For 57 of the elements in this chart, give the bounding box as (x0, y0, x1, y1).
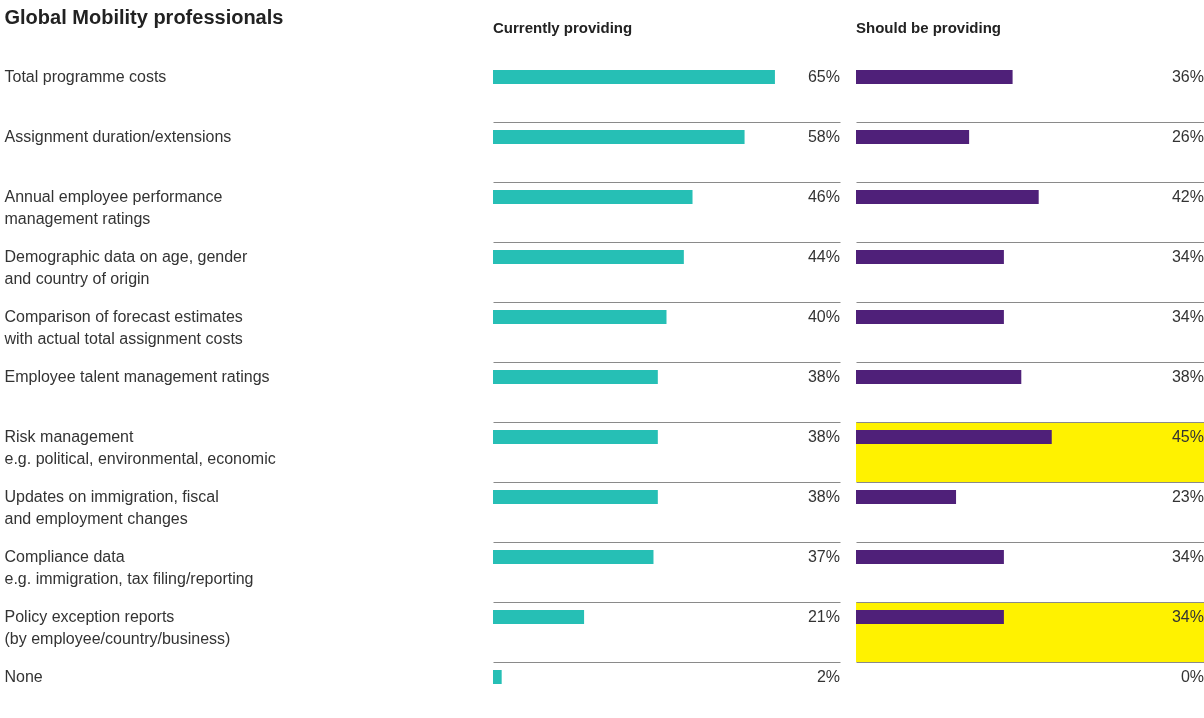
y-tick-label: Employee talent management ratings (4, 368, 270, 385)
bar (856, 550, 1004, 564)
y-tick-label: Compliance data e.g. immigration, tax filing/reporting (4, 548, 254, 587)
data-label: 21% (807, 608, 840, 625)
bar (493, 550, 654, 564)
y-tick-label: None (4, 668, 43, 685)
data-label: 34% (1171, 608, 1204, 625)
data-label: 38% (807, 428, 840, 445)
bar (856, 490, 957, 504)
data-label: 26% (1171, 128, 1204, 145)
bar (493, 430, 658, 444)
data-label: 38% (1171, 368, 1204, 385)
bar (493, 670, 502, 684)
y-tick-label: Annual employee performance management ratings (4, 188, 223, 227)
bar (493, 490, 658, 504)
bar (856, 190, 1039, 204)
y-tick-label: Demographic data on age, gender and country of origin (4, 248, 249, 287)
bar (493, 610, 585, 624)
y-tick-label: Risk management e.g. political, environmental, economic (4, 428, 276, 467)
bar (856, 250, 1004, 264)
data-label: 23% (1171, 488, 1204, 505)
data-label: 34% (1171, 548, 1204, 565)
data-label: 46% (807, 188, 840, 205)
y-tick-label: Comparison of forecast estimates with actual total assignment costs (3, 308, 243, 347)
data-label: 40% (807, 308, 840, 325)
data-label: 38% (807, 368, 840, 385)
data-label: 34% (1171, 248, 1204, 265)
data-label: 2% (816, 668, 840, 685)
chart-title: Currently providing (493, 19, 633, 36)
data-label: 0% (1180, 668, 1204, 685)
chart-title: Should be providing (856, 19, 1001, 36)
bar (856, 610, 1004, 624)
bar (493, 130, 745, 144)
bar (493, 250, 684, 264)
data-label: 36% (1171, 68, 1204, 85)
bar (856, 430, 1052, 444)
bar (493, 310, 667, 324)
data-label: 34% (1171, 308, 1204, 325)
bar (493, 370, 658, 384)
data-label: 44% (807, 248, 840, 265)
bar (493, 70, 775, 84)
data-label: 65% (807, 68, 840, 85)
bar (856, 130, 970, 144)
y-tick-label: Assignment duration/extensions (4, 128, 232, 145)
y-tick-label: Policy exception reports (by employee/country/business) (4, 608, 231, 647)
y-tick-label: Updates on immigration, fiscal and employment changes (4, 488, 219, 527)
data-label: 45% (1171, 428, 1204, 445)
bar (856, 370, 1022, 384)
bar (856, 70, 1013, 84)
y-tick-label: Total programme costs (4, 68, 167, 85)
y-axis-title: Global Mobility professionals (4, 5, 284, 28)
data-label: 37% (807, 548, 840, 565)
bar (493, 190, 693, 204)
bar (856, 310, 1004, 324)
data-label: 38% (807, 488, 840, 505)
data-label: 42% (1171, 188, 1204, 205)
data-label: 58% (807, 128, 840, 145)
